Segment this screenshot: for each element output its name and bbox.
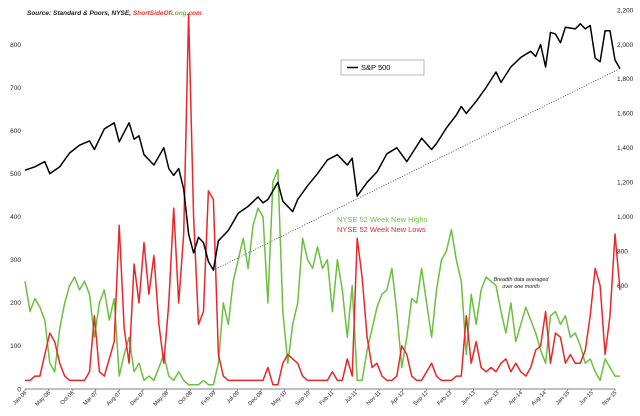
legend-top-frame [340,59,425,76]
annotation: Breadth data averaged over one month [494,277,550,290]
left-tick-label: 600 [10,128,21,135]
legend-bottom: NYSE 52 Week New Highs NYSE 52 Week New … [337,215,428,234]
x-tick-label: May-10 [271,390,288,407]
x-tick-label: Jul-09 [226,390,241,405]
source-site-part-2: .com [187,10,202,17]
x-tick-label: Dec-07 [129,390,146,407]
x-tick-label: Dec-09 [247,390,264,407]
x-tick-label: Aug-14 [531,390,548,407]
left-tick-label: 800 [10,42,21,49]
right-tick-label: 1,200 [617,180,634,187]
x-tick-label: Aug-07 [106,390,123,407]
right-tick-label: 1,000 [617,214,634,221]
x-tick-label: Mar-07 [82,390,99,407]
x-tick-label: Jul-11 [344,390,359,405]
left-tick-label: 100 [10,343,21,350]
left-tick-label: 0 [17,386,21,393]
x-tick-label: Apr-14 [508,390,524,406]
right-tick-label: 2,200 [617,7,634,14]
x-tick-label: Sep-10 [295,390,312,407]
left-tick-label: 500 [10,171,21,178]
legend-top: S&P 500 [340,59,425,76]
source-prefix: Source: Standard & Poors, NYSE, [27,10,133,17]
right-axis-ticks: 600 800 1,000 1,200 1,400 1,600 1,800 2,000 2,20… [617,7,634,290]
x-tick-label: Nov-15 [601,390,618,407]
series-line-new-lows [25,13,621,386]
x-tick-label: Jun-13 [460,390,476,406]
trendline [213,68,621,271]
x-tick-label: Sep-12 [413,390,430,407]
right-tick-label: 1,600 [617,111,634,118]
left-axis-ticks: 0 100 200 300 400 500 600 700 800 [10,42,21,394]
left-tick-label: 200 [10,300,21,307]
x-tick-label: May-06 [35,390,52,407]
x-tick-label: May-08 [153,390,170,407]
x-tick-label: Feb-13 [436,390,453,407]
x-tick-label: Oct-06 [59,390,75,406]
annotation-line-2: over one month [502,284,539,290]
legend-sp500-label: S&P 500 [361,63,390,72]
left-tick-label: 700 [10,85,21,92]
source-site-part-1: Long [171,10,187,17]
x-tick-label: Oct-08 [177,390,193,406]
x-tick-label: Jun-15 [578,390,594,406]
x-tick-label: Feb-11 [319,390,335,406]
x-tick-label: Feb-09 [200,390,217,407]
left-tick-label: 400 [10,214,21,221]
right-tick-label: 2,000 [617,42,634,49]
series-line-sp500 [24,23,621,271]
right-tick-label: 800 [617,248,628,255]
right-tick-label: 600 [617,283,628,290]
x-tick-label: Jan-15 [555,390,571,406]
legend-new-lows-label: NYSE 52 Week New Lows [337,225,426,234]
annotation-line-1: Breadth data averaged [494,277,550,283]
right-tick-label: 1,400 [617,145,634,152]
x-tick-label: Nov-13 [483,390,500,407]
left-tick-label: 300 [10,257,21,264]
series-line-new-highs [24,168,620,386]
legend-new-highs-label: NYSE 52 Week New Highs [337,215,428,224]
x-axis-ticks: Jan-06 May-06 Oct-06 Mar-07 Aug-07 Dec-07 May-… [12,389,618,408]
right-tick-label: 1,800 [617,76,634,83]
source-site-part-0: ShortSideOf [133,10,172,17]
x-tick-label: Apr-12 [390,390,406,406]
x-tick-label: Nov-11 [366,390,383,407]
source-note: Source: Standard & Poors, NYSE, ShortSid… [27,10,202,17]
